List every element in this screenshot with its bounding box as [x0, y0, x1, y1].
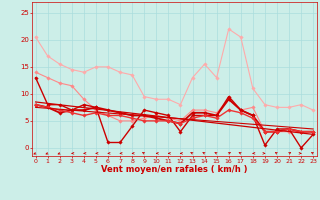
- X-axis label: Vent moyen/en rafales ( km/h ): Vent moyen/en rafales ( km/h ): [101, 165, 248, 174]
